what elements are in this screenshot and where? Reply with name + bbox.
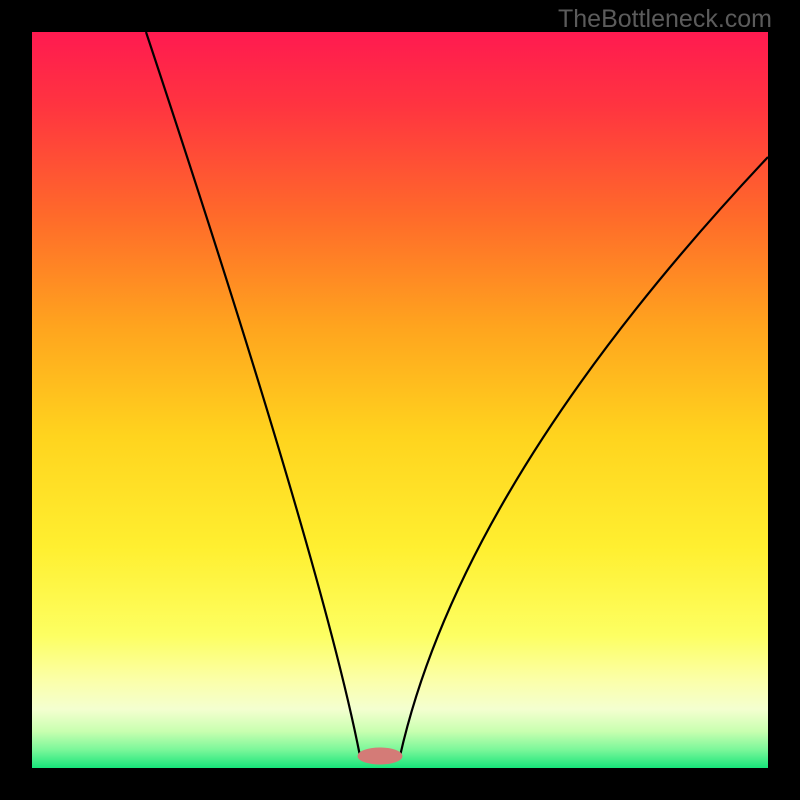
plot-area bbox=[32, 32, 768, 768]
bottleneck-minimum-marker bbox=[358, 748, 402, 764]
figure-root: TheBottleneck.com bbox=[0, 0, 800, 800]
watermark-text: TheBottleneck.com bbox=[558, 5, 772, 34]
bottleneck-curve-right bbox=[400, 157, 768, 756]
bottleneck-curve-left bbox=[146, 32, 360, 756]
plot-svg bbox=[32, 32, 768, 768]
